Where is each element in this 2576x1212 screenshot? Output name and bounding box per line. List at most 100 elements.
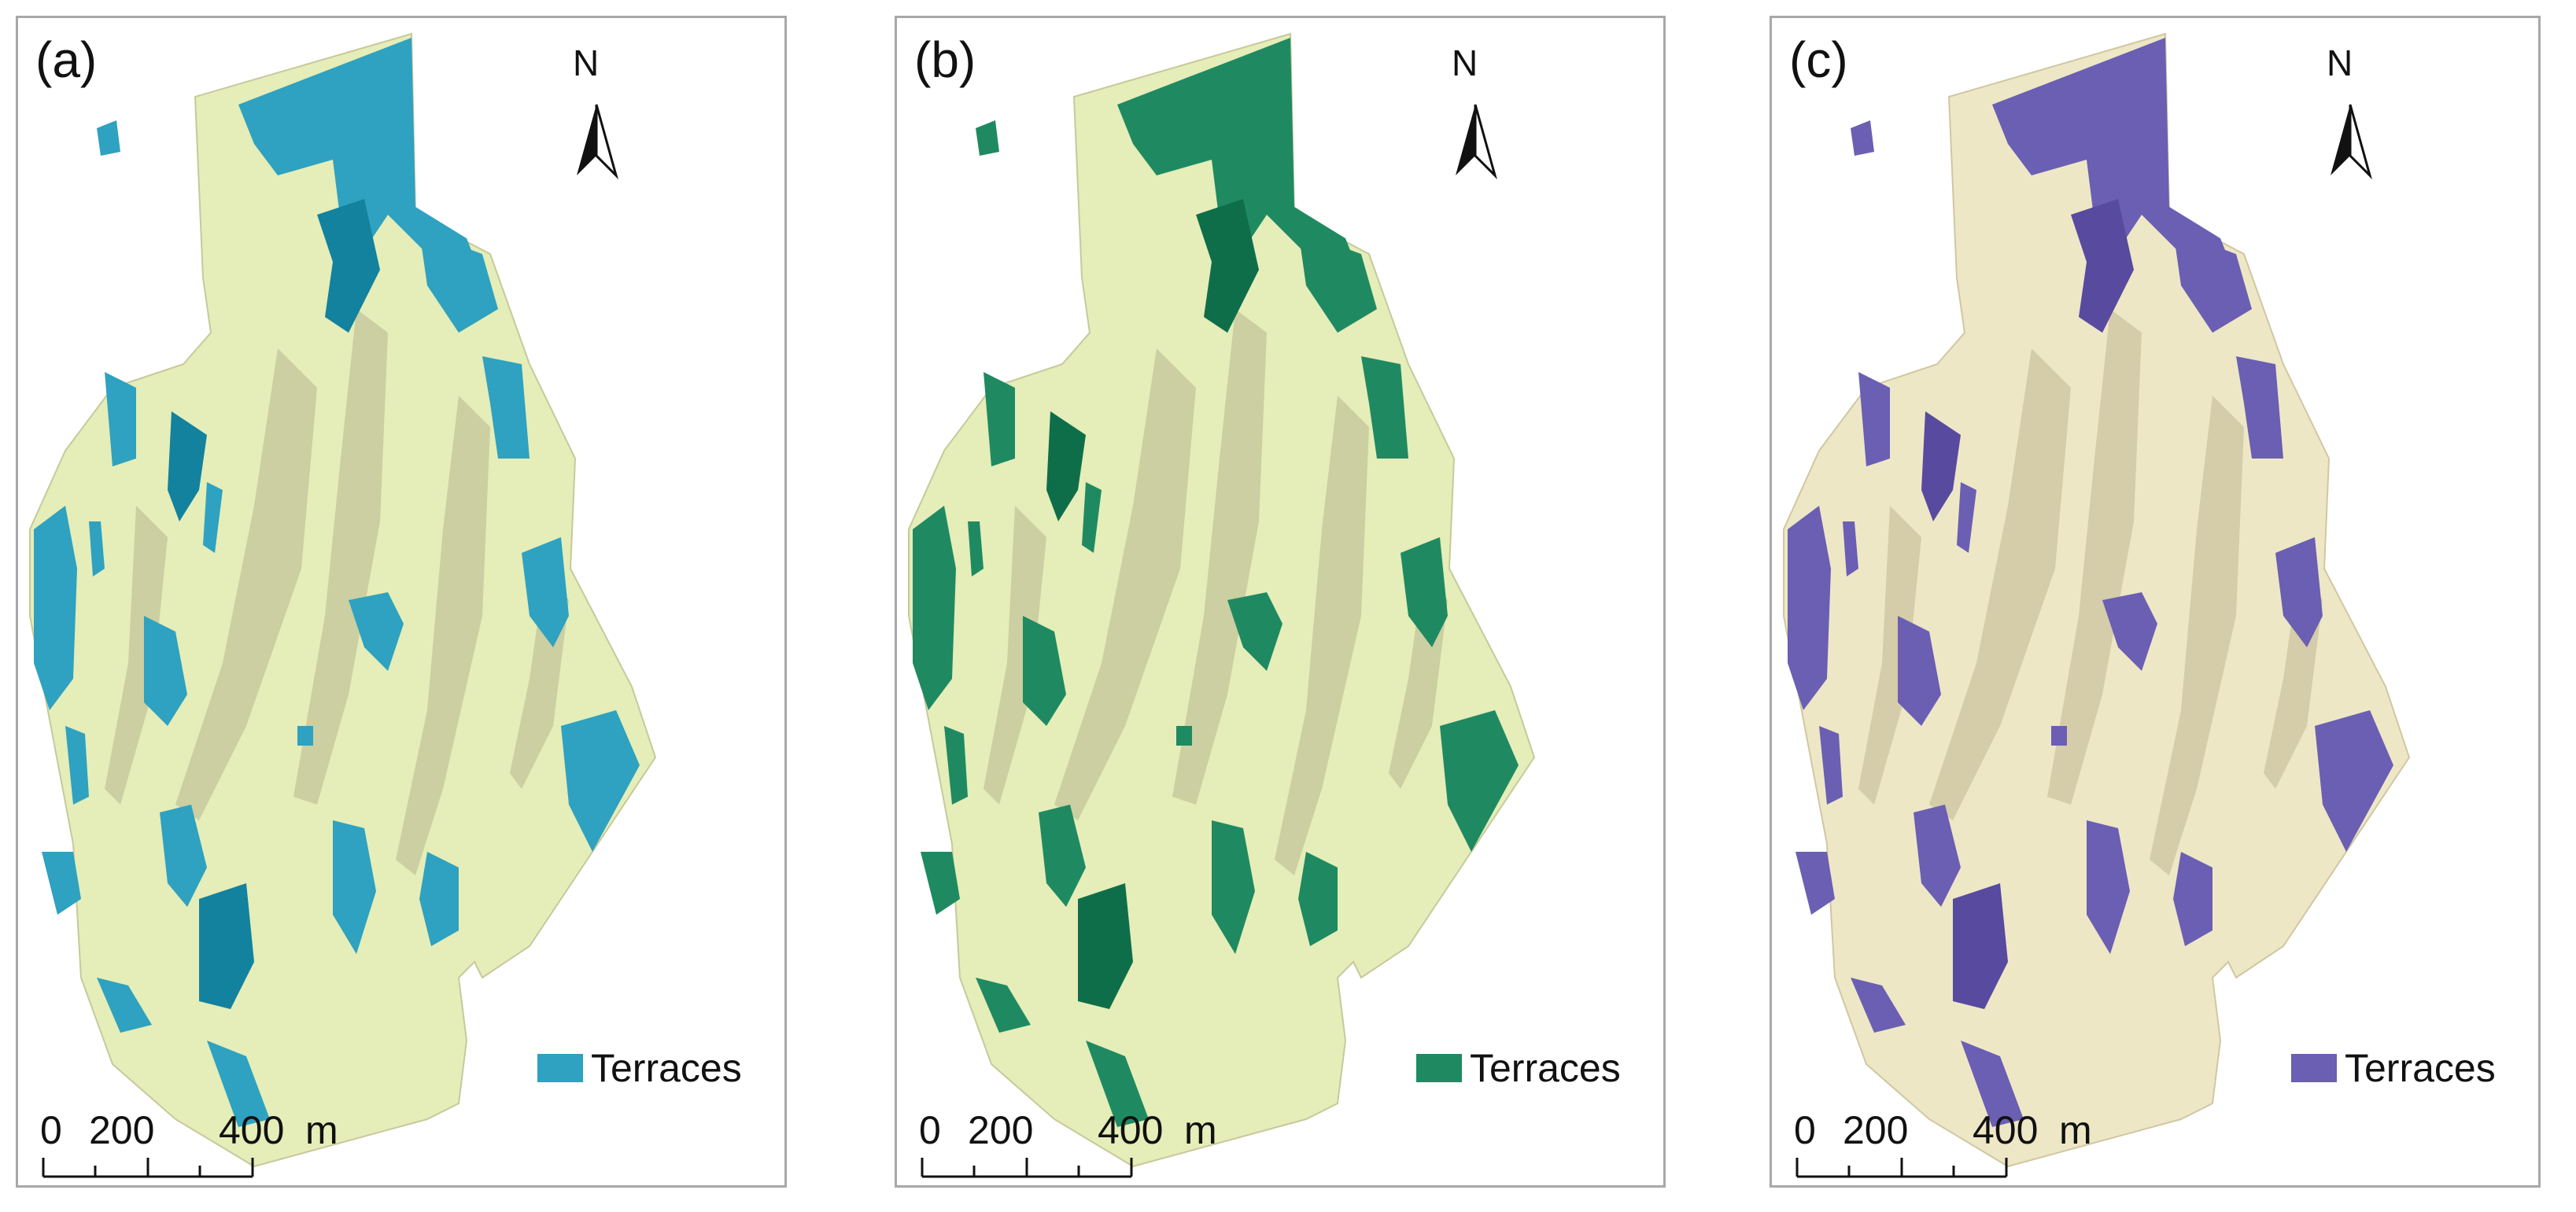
terrace-area [2173,852,2212,946]
scale-bar: 0 200 400 m [34,1107,338,1178]
terrace-area [203,482,223,553]
legend-swatch [2291,1054,2337,1082]
terrace-area [1851,120,1874,156]
terrace-area [944,726,968,805]
legend: Terraces [2291,1041,2496,1096]
terrace-area [199,883,254,1009]
terrace-area [1921,411,1961,521]
terrace-area [97,120,120,156]
terrace-area [238,38,482,278]
panel-label: (c) [1789,31,1848,88]
legend-swatch [1416,1054,1462,1082]
ridge-shading [175,348,317,820]
legend: Terraces [537,1041,742,1096]
terrace-area [2051,726,2067,746]
terrace-area [1196,199,1259,333]
terrace-area [2071,199,2134,333]
map-panel-c: (c) N Terraces 0 200 400 m [1770,16,2541,1188]
terrace-area [2236,356,2283,459]
terrace-area [97,978,152,1033]
terrace-area [89,521,105,577]
terrace-area [160,805,207,907]
north-label: N [2327,42,2353,83]
terrace-area [1078,883,1133,1009]
terrace-area [297,726,313,746]
legend-label: Terraces [2345,1046,2496,1090]
terrace-area [1914,805,1961,907]
north-label: N [1452,42,1478,83]
scale-tick-0: 0 [919,1108,941,1152]
scale-tick-0: 0 [40,1108,62,1152]
terrace-area [168,411,207,521]
scale-tick-400: 400 [1973,1108,2039,1152]
terrace-area [1117,38,1361,278]
hillshade-map [908,32,1536,1168]
terrace-area [1361,356,1408,459]
terrace-area [1046,411,1086,521]
scale-tick-200: 200 [89,1108,155,1152]
terrace-area [144,616,187,726]
terrace-area [1086,1041,1149,1127]
terrace-area [1957,482,1976,553]
ridge-shading [1172,309,1267,805]
terrace-area [1795,852,1835,915]
scale-tick-400: 400 [1098,1108,1164,1152]
legend: Terraces [1416,1041,1621,1096]
terrace-area [1082,482,1102,553]
terrace-area [333,820,376,954]
map-panel-a: (a) N Terraces 0 200 400 m [16,16,787,1188]
terrace-area [419,852,459,946]
terrace-area [1953,883,2008,1009]
terrace-area [1212,820,1255,954]
legend-label: Terraces [591,1046,742,1090]
hillshade-map [29,32,657,1168]
scale-bar-line [42,1158,254,1178]
scale-bar-line [1795,1158,2008,1178]
terrace-area [1992,38,2236,278]
terrace-area [968,521,984,577]
terrace-area [482,356,530,459]
scale-unit: m [305,1108,338,1152]
terrace-area [1788,506,1831,710]
panel-label: (a) [35,31,98,88]
terrace-area [207,1041,270,1127]
terrace-area [1039,805,1086,907]
terrace-area [349,592,404,671]
terrace-area [1176,726,1192,746]
terrace-area [65,726,89,805]
scale-bar: 0 200 400 m [1788,1107,2092,1178]
north-arrow-icon [577,104,618,180]
terrace-area [42,852,81,915]
terrace-area [1858,372,1890,466]
terrace-area [1843,521,1858,577]
scale-bar-line [921,1158,1133,1178]
ridge-shading [1858,506,1921,805]
scale-unit: m [2059,1108,2092,1152]
ridge-shading [293,309,388,805]
scale-tick-0: 0 [1794,1108,1816,1152]
terrace-area [419,230,498,333]
ridge-shading [1929,348,2071,820]
north-label: N [573,42,600,83]
scale-bar: 0 200 400 m [913,1107,1217,1178]
ridge-shading [2150,396,2244,875]
terrace-area [1023,616,1066,726]
scale-tick-200: 200 [1843,1108,1909,1152]
terrace-area [976,978,1031,1033]
terrace-area [1851,978,1906,1033]
panel-label: (b) [914,31,976,88]
terrace-area [1298,852,1338,946]
legend-label: Terraces [1470,1046,1621,1090]
ridge-shading [984,506,1046,805]
terrace-area [984,372,1015,466]
terrace-area [317,199,380,333]
terrace-area [34,506,77,710]
map-panel-b: (b) N Terraces 0 200 400 m [895,16,1666,1188]
terrace-area [1819,726,1843,805]
north-arrow-icon [2331,104,2372,180]
terrace-area [2102,592,2157,671]
terrace-area [561,710,640,852]
terrace-area [2275,537,2323,647]
ridge-shading [1054,348,1196,820]
north-arrow-icon [1456,104,1497,180]
